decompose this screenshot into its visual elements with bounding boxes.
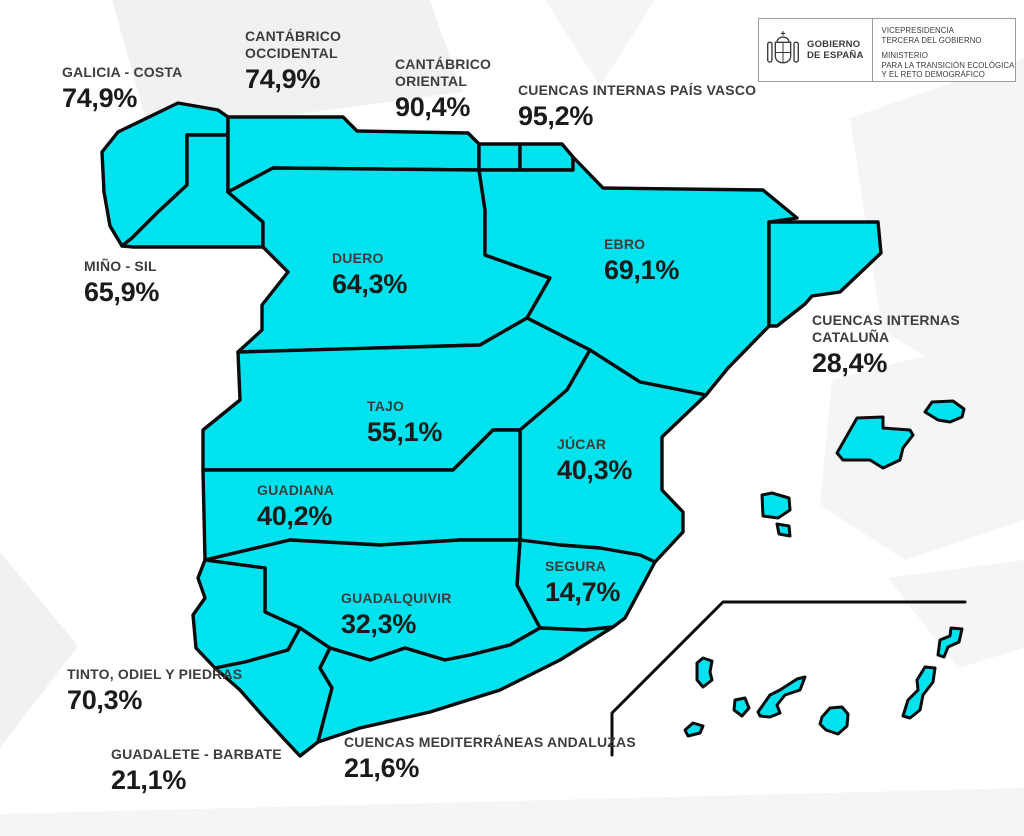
island-tenerife	[756, 675, 807, 719]
basin-label-ebro: EBRO 69,1%	[604, 236, 679, 285]
government-logo-right: VICEPRESIDENCIA TERCERA DEL GOBIERNO MIN…	[871, 19, 1023, 81]
basin-value: 21,6%	[344, 753, 420, 783]
basin-region-pais-vasco	[518, 142, 575, 172]
basin-name: SEGURA	[545, 558, 607, 574]
basin-name: TINTO, ODIEL Y PIEDRAS	[67, 666, 243, 682]
government-logo: GOBIERNO DE ESPAÑA VICEPRESIDENCIA TERCE…	[758, 18, 1016, 82]
government-logo-text: GOBIERNO DE ESPAÑA	[807, 39, 864, 61]
basin-name: JÚCAR	[557, 436, 607, 452]
basin-name: GALICIA - COSTA	[62, 64, 183, 80]
basin-label-guadalete-barbate: GUADALETE - BARBATE 21,1%	[111, 746, 282, 795]
basin-value: 40,2%	[257, 501, 333, 531]
gov-line-2: DE ESPAÑA	[807, 50, 864, 61]
basin-name: CUENCAS INTERNAS PAÍS VASCO	[518, 82, 757, 98]
basin-name: CUENCAS MEDITERRÁNEAS ANDALUZAS	[344, 734, 636, 750]
basin-label-jucar: JÚCAR 40,3%	[557, 436, 632, 485]
gov-line-1: GOBIERNO	[807, 39, 861, 50]
spain-coat-of-arms-icon	[767, 31, 799, 64]
basin-name: CANTÁBRICO OCCIDENTAL	[245, 28, 342, 61]
dept-line-2: TERCERA DEL GOBIERNO	[881, 35, 982, 45]
basin-region-cantabrico-oriental	[477, 142, 522, 172]
basin-value: 55,1%	[367, 417, 443, 447]
basin-value: 14,7%	[545, 577, 621, 607]
island-la-gomera	[732, 696, 751, 718]
background-shape	[112, 0, 462, 134]
vicepresidency-block: VICEPRESIDENCIA TERCERA DEL GOBIERNO	[882, 26, 1015, 45]
basin-label-pais-vasco: CUENCAS INTERNAS PAÍS VASCO 95,2%	[518, 82, 756, 131]
government-logo-left: GOBIERNO DE ESPAÑA	[759, 19, 872, 81]
basin-name: EBRO	[604, 236, 646, 252]
island-ibiza	[760, 491, 792, 520]
basin-label-guadiana: GUADIANA 40,2%	[257, 482, 334, 531]
basin-value: 21,1%	[111, 765, 187, 795]
basin-name: GUADIANA	[257, 482, 335, 498]
island-gran-canaria	[818, 705, 850, 736]
background-shape	[0, 552, 78, 748]
basin-label-cantabrico-oriental: CANTÁBRICO ORIENTAL 90,4%	[395, 56, 515, 122]
basin-label-duero: DUERO 64,3%	[332, 250, 407, 299]
basin-name: CANTÁBRICO ORIENTAL	[395, 56, 492, 89]
basin-value: 28,4%	[812, 348, 888, 378]
basin-name: GUADALQUIVIR	[341, 590, 452, 606]
basin-region-ebro	[477, 155, 799, 397]
basin-name: GUADALETE - BARBATE	[111, 746, 282, 762]
basin-value: 64,3%	[332, 269, 408, 299]
basin-name: MIÑO - SIL	[84, 258, 157, 274]
basin-label-tajo: TAJO 55,1%	[367, 398, 442, 447]
island-la-palma	[695, 656, 714, 689]
basin-value: 74,9%	[62, 83, 138, 113]
basin-label-segura: SEGURA 14,7%	[545, 558, 620, 607]
basin-value: 70,3%	[67, 685, 143, 715]
island-fuerteventura	[901, 665, 937, 720]
background-shape	[545, 0, 655, 86]
island-mallorca	[835, 415, 915, 470]
basin-value: 74,9%	[245, 64, 321, 94]
ministry-line-1: MINISTERIO	[881, 51, 929, 61]
basin-value: 69,1%	[604, 255, 680, 285]
basin-label-guadalquivir: GUADALQUIVIR 32,3%	[341, 590, 452, 639]
canary-inset-border	[610, 600, 967, 757]
background-shape	[820, 330, 1024, 560]
basin-name: TAJO	[367, 398, 405, 414]
basin-value: 40,3%	[557, 455, 633, 485]
basin-region-mediterraneas-andaluzas	[316, 625, 615, 744]
basin-label-mediterraneas-andaluzas: CUENCAS MEDITERRÁNEAS ANDALUZAS 21,6%	[344, 734, 636, 783]
background-shape	[850, 58, 1024, 418]
island-menorca	[923, 399, 966, 424]
ministry-line-2: PARA LA TRANSICIÓN ECOLÓGICA	[881, 60, 1015, 70]
ministry-block: MINISTERIO PARA LA TRANSICIÓN ECOLÓGICA …	[882, 51, 1015, 80]
basin-value: 95,2%	[518, 101, 594, 131]
basin-region-cataluna	[767, 220, 883, 328]
island-lanzarote	[936, 626, 964, 659]
basin-value: 32,3%	[341, 609, 417, 639]
basin-value: 90,4%	[395, 92, 471, 122]
ministry-line-3: Y EL RETO DEMOGRÁFICO	[881, 70, 985, 80]
basin-name: CUENCAS INTERNAS CATALUÑA	[812, 312, 960, 345]
basin-label-tinto-odiel-piedras: TINTO, ODIEL Y PIEDRAS 70,3%	[67, 666, 242, 715]
island-formentera	[775, 522, 792, 538]
background-shape	[0, 788, 1024, 836]
basin-label-galicia-costa: GALICIA - COSTA 74,9%	[62, 64, 182, 113]
basin-name: DUERO	[332, 250, 384, 266]
basin-label-cantabrico-occidental: CANTÁBRICO OCCIDENTAL 74,9%	[245, 28, 385, 94]
background-shape	[888, 560, 1024, 668]
basin-label-mino-sil: MIÑO - SIL 65,9%	[84, 258, 159, 307]
basin-label-cataluna: CUENCAS INTERNAS CATALUÑA 28,4%	[812, 312, 972, 378]
basin-value: 65,9%	[84, 277, 160, 307]
island-el-hierro	[683, 721, 705, 738]
dept-line-1: VICEPRESIDENCIA	[881, 26, 955, 35]
